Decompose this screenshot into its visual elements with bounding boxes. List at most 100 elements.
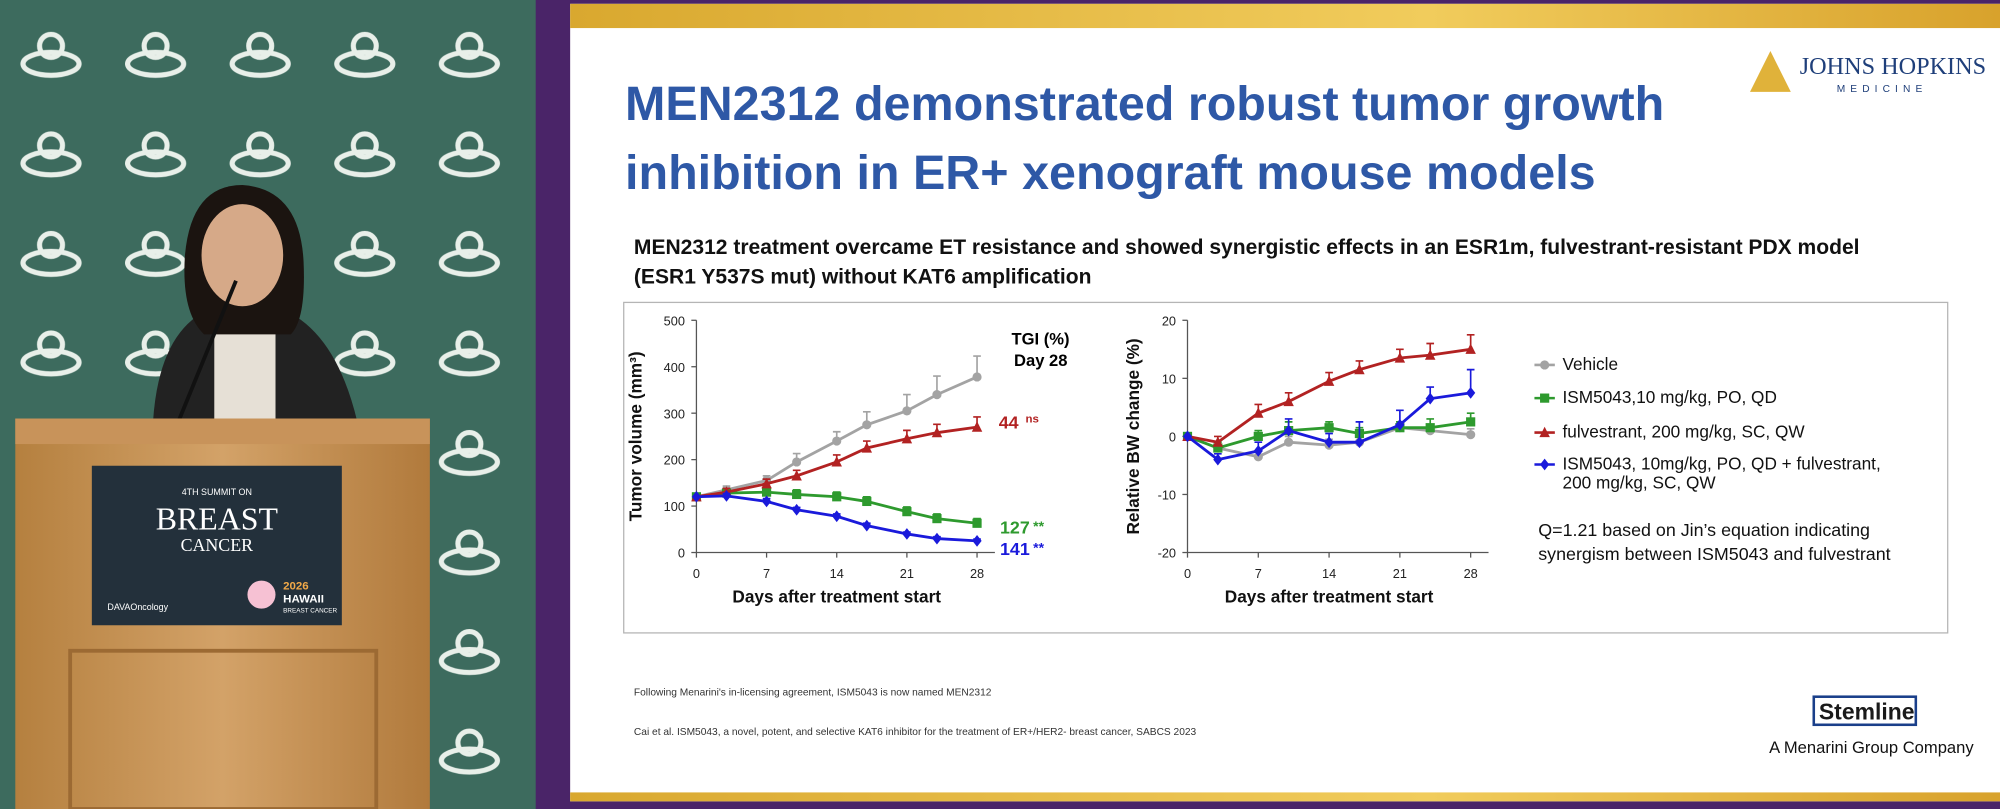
speaker-shirt [214,319,276,422]
legend-marker [1540,458,1550,471]
legend-marker [1540,360,1550,370]
marker [932,514,942,524]
logo-text: MEDICINE [1837,84,1928,95]
y-tick-label: 0 [1169,430,1176,445]
marker [761,477,772,489]
marker [902,406,912,416]
x-axis-label: Days after treatment start [732,586,941,606]
annotation: 44 [999,413,1019,433]
y-tick-label: 500 [664,313,685,328]
marker [832,492,842,502]
marker [791,470,802,481]
marker [792,457,802,467]
marker [761,487,772,497]
logo-text: Stemline [1819,699,1915,725]
marker [761,495,772,508]
marker [831,456,842,467]
annotation: TGI (%) [1011,330,1069,349]
sign-text: HAWAII [283,593,324,605]
legend-entry: ISM5043,10 mg/kg, PO, QD [1562,387,1777,408]
logo-text: JOHNS HOPKINS [1800,53,1986,80]
y-tick-label: 200 [664,453,685,468]
sign-year: 2026 [283,581,309,593]
note: Q=1.21 based on Jin’s equation indicatin… [1538,520,1870,540]
legend-marker [1540,393,1550,403]
marker [1253,431,1263,441]
marker [932,390,942,400]
marker [972,518,982,528]
x-tick-label: 28 [970,566,984,581]
y-tick-label: 400 [664,360,685,375]
marker [1213,443,1223,453]
marker [792,503,802,516]
y-axis-label: Tumor volume (mm³) [626,351,646,521]
marker [1466,417,1476,427]
annotation: ** [1033,518,1044,534]
annotation: Day 28 [1014,351,1067,370]
y-tick-label: 300 [664,406,685,421]
marker [932,532,942,545]
marker [1395,418,1405,431]
y-tick-label: -20 [1158,546,1176,561]
marker [862,519,872,532]
footnote: Cai et al. ISM5043, a novel, potent, and… [634,727,1197,738]
legend-label: ISM5043,10 mg/kg, PO, QD [1562,387,1777,408]
legend-label: Vehicle [1562,354,1619,374]
logo-text: A Menarini Group Company [1769,738,1974,757]
podium-panel [68,648,379,809]
annotation: ** [1033,540,1044,556]
marker [832,510,842,523]
x-tick-label: 7 [763,566,770,581]
x-tick-label: 0 [1184,566,1191,581]
note: synergism between ISM5043 and fulvestran… [1538,544,1890,564]
marker [1424,349,1436,360]
marker [1213,453,1223,466]
x-tick-label: 21 [1393,566,1407,581]
legend-marker [1539,426,1550,438]
slide-title: MEN2312 demonstrated robust tumor growth [625,77,1664,131]
marker [832,436,842,446]
y-tick-label: 10 [1162,371,1176,386]
marker [1394,352,1406,363]
y-tick-label: -10 [1158,488,1176,503]
marker [902,507,912,517]
sign-flower [247,580,276,609]
marker [1212,436,1224,447]
x-tick-label: 7 [1255,566,1262,581]
subtitle: MEN2312 treatment overcame ET resistance… [634,236,1860,259]
marker [862,496,872,507]
subtitle: (ESR1 Y537S mut) without KAT6 amplificat… [634,265,1092,288]
podium-top [15,418,430,445]
marker [1354,363,1365,375]
marker [972,372,982,382]
podium-sign [91,465,342,626]
sign-text: BREAST CANCER [283,607,337,614]
legend-entry: fulvestrant, 200 mg/kg, SC, QW [1562,422,1805,442]
marker [1253,407,1264,418]
legend-entry: Vehicle [1562,354,1619,374]
marker [1425,423,1435,433]
marker [1465,343,1476,354]
marker [1425,392,1435,405]
x-tick-label: 14 [1322,566,1336,581]
logo-box [1812,695,1918,727]
marker [931,426,943,438]
y-tick-label: 0 [678,546,685,561]
marker [1283,395,1294,407]
x-tick-label: 21 [900,566,914,581]
video-panel: 4TH SUMMIT ON BREAST CANCER DAVAOncology… [0,0,536,809]
marker [972,535,982,547]
annotation: 127 [1000,517,1030,537]
x-tick-label: 14 [830,566,844,581]
legend-label: fulvestrant, 200 mg/kg, SC, QW [1562,422,1805,442]
top-bar [570,3,2000,29]
legend-entry: ISM5043, 10mg/kg, PO, QD + fulvestrant, … [1563,454,1881,492]
x-axis-label: Days after treatment start [1225,586,1434,606]
slide-title: inhibition in ER+ xenograft mouse models [625,146,1596,200]
y-tick-label: 100 [664,499,685,514]
marker [1323,375,1335,386]
sign-text: BREAST [156,502,278,537]
marker [861,442,873,453]
speaker-face [201,204,284,307]
